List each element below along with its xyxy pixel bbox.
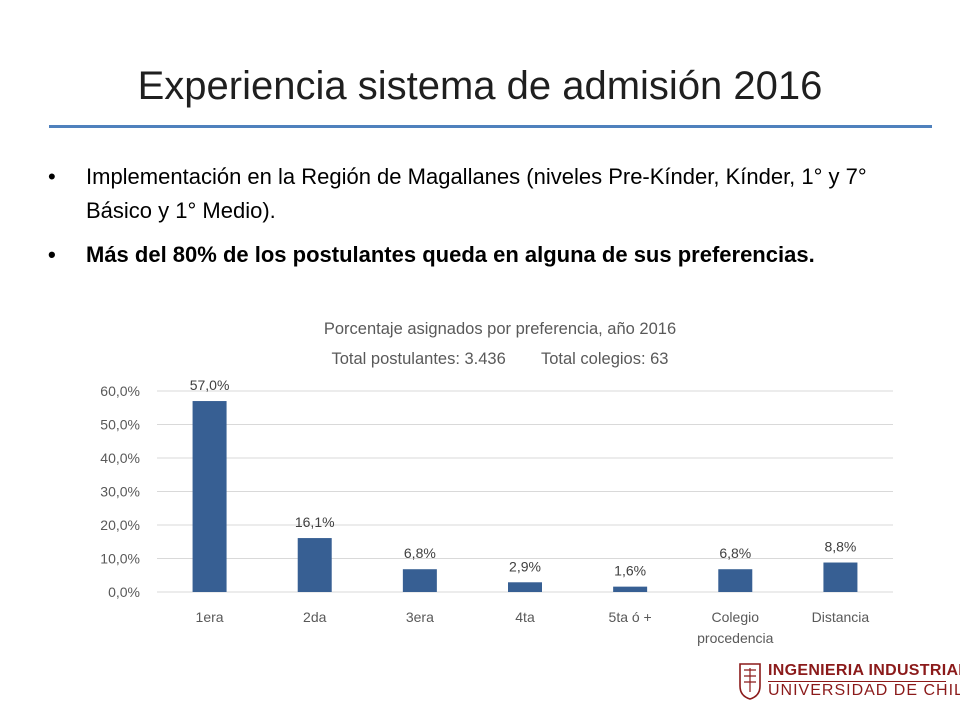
bar	[823, 562, 858, 592]
bar	[508, 582, 542, 592]
data-label: 57,0%	[190, 377, 230, 393]
data-label: 6,8%	[719, 545, 751, 561]
data-label: 2,9%	[509, 558, 541, 574]
bullet-item-2: • Más del 80% de los postulantes queda e…	[48, 238, 908, 272]
chart-subtitle: Total postulantes: 3.436 Total colegios:…	[0, 350, 960, 369]
x-tick-label: 1era	[196, 609, 224, 625]
x-tick-label: Distancia	[812, 609, 870, 625]
x-tick-label: 3era	[406, 609, 434, 625]
logo-divider	[768, 681, 946, 682]
bar	[718, 569, 753, 592]
bullet-text-1: Implementación en la Región de Magallane…	[86, 164, 867, 223]
university-logo: INGENIERIA INDUSTRIAL UNIVERSIDAD DE CHI…	[738, 660, 960, 704]
x-tick-label: 2da	[303, 609, 327, 625]
logo-line-1: INGENIERIA INDUSTRIAL	[768, 662, 960, 679]
x-tick-label: Colegio procedencia	[697, 609, 773, 646]
bar	[192, 401, 227, 592]
chart-subtitle-colegios: Total colegios: 63	[540, 350, 669, 368]
data-label: 8,8%	[824, 539, 856, 555]
bullet-text-2: Más del 80% de los postulantes queda en …	[86, 242, 815, 267]
data-label: 16,1%	[295, 514, 335, 530]
data-label: 1,6%	[614, 563, 646, 579]
slide-title: Experiencia sistema de admisión 2016	[137, 64, 823, 108]
chart-subtitle-postulantes: Total postulantes: 3.436	[331, 350, 506, 368]
y-tick-label: 60,0%	[100, 383, 140, 399]
bar	[297, 538, 332, 592]
bullet-icon: •	[48, 164, 56, 189]
title-underline	[49, 125, 932, 128]
bullet-list: • Implementación en la Región de Magalla…	[48, 160, 908, 282]
y-tick-label: 50,0%	[100, 417, 140, 433]
bar	[402, 569, 437, 592]
y-tick-label: 10,0%	[100, 551, 140, 567]
bullet-item-1: • Implementación en la Región de Magalla…	[48, 160, 908, 228]
x-tick-label: 5ta ó +	[609, 609, 652, 625]
y-tick-label: 20,0%	[100, 517, 140, 533]
y-tick-label: 40,0%	[100, 450, 140, 466]
chart-title: Porcentaje asignados por preferencia, añ…	[323, 320, 677, 338]
y-tick-label: 0,0%	[108, 584, 140, 600]
bar	[613, 586, 648, 592]
shield-icon	[739, 663, 761, 700]
bullet-icon: •	[48, 242, 56, 267]
logo-line-2: UNIVERSIDAD DE CHILE	[768, 682, 960, 699]
x-tick-label: 4ta	[515, 609, 535, 625]
y-tick-label: 30,0%	[100, 484, 140, 500]
data-label: 6,8%	[404, 545, 436, 561]
